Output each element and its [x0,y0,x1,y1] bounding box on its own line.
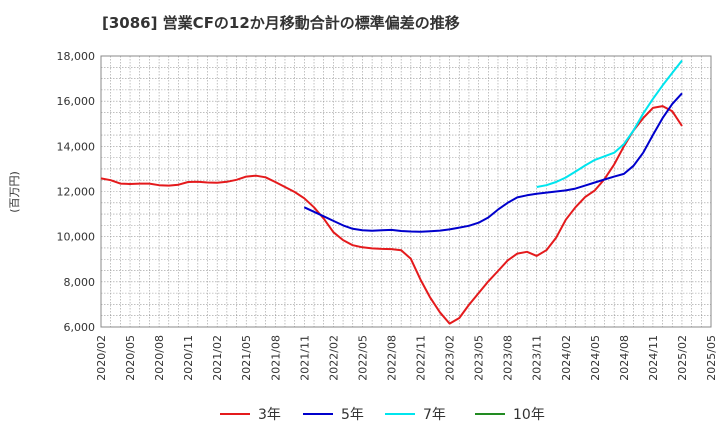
x-tick-label: 2025/05 [705,335,718,381]
legend-label: 5年 [341,407,364,423]
x-tick-label: 2020/05 [124,335,137,381]
x-tick-label: 2021/05 [240,335,253,381]
y-tick-label: 6,000 [64,321,96,334]
y-tick-label: 8,000 [64,276,96,289]
y-axis-label: (百万円) [8,171,21,213]
x-tick-label: 2020/02 [95,335,108,381]
x-tick-label: 2024/02 [560,335,573,381]
x-tick-labels: 2020/02 2020/05 2020/08 2020/11 2021/02 2021/… [95,335,718,381]
legend-label: 3年 [258,407,281,423]
x-tick-label: 2024/08 [618,335,631,381]
legend-label: 7年 [423,407,446,423]
series-line-7年 [536,59,683,188]
y-tick-labels: 6,000 8,000 10,000 12,000 14,000 16,000 18,000 [57,50,96,334]
x-tick-label: 2022/08 [385,335,398,381]
x-tick-label: 2023/08 [502,335,515,381]
y-tick-label: 14,000 [57,140,96,153]
x-tick-label: 2025/02 [676,335,689,381]
series-line-3年 [100,105,683,325]
x-tick-label: 2021/02 [211,335,224,381]
x-tick-label: 2023/02 [444,335,457,381]
chart-title: [3086] 営業CFの12か月移動合計の標準偏差の推移 [102,14,460,32]
x-tick-label: 2023/05 [473,335,486,381]
y-tick-label: 12,000 [57,186,96,199]
x-tick-label: 2021/11 [298,335,311,381]
series-line-5年 [303,92,683,233]
plot-frame [100,55,712,328]
x-tick-label: 2020/08 [153,335,166,381]
x-tick-label: 2022/11 [415,335,428,381]
x-tick-label: 2022/05 [356,335,369,381]
legend: 3年 5年 7年 10年 [220,407,545,423]
y-tick-label: 16,000 [57,95,96,108]
x-tick-label: 2021/08 [269,335,282,381]
grid-layer [100,55,712,328]
x-tick-label: 2023/11 [531,335,544,381]
series-layer [100,59,683,325]
legend-label: 10年 [513,407,545,423]
x-tick-label: 2024/11 [647,335,660,381]
y-tick-label: 18,000 [57,50,96,63]
x-tick-label: 2024/05 [589,335,602,381]
x-tick-label: 2020/11 [182,335,195,381]
x-tick-label: 2022/02 [327,335,340,381]
y-tick-label: 10,000 [57,231,96,244]
